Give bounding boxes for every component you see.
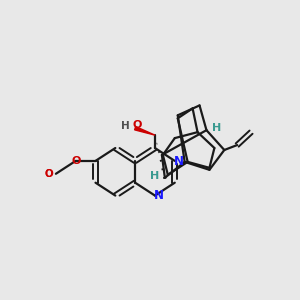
Text: O: O: [45, 169, 53, 179]
Text: O: O: [132, 120, 142, 130]
Text: O: O: [71, 156, 80, 166]
Text: H: H: [212, 123, 221, 133]
Text: N: N: [174, 155, 184, 168]
Text: H: H: [121, 121, 130, 131]
Polygon shape: [135, 127, 155, 135]
Text: H: H: [150, 171, 160, 181]
Text: N: N: [154, 189, 164, 202]
Text: O: O: [44, 169, 52, 179]
